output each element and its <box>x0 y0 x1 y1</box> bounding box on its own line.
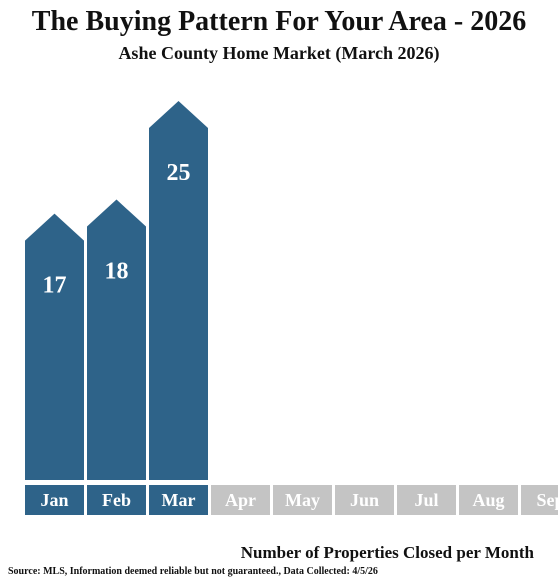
x-axis-label: Number of Properties Closed per Month <box>240 543 534 562</box>
bar-jan <box>25 213 84 480</box>
bar-chart: 17 Jan 18 Feb 25 Mar Apr May Jun Jul Aug Sep <box>25 101 558 515</box>
value-label-jan: 17 <box>43 273 67 299</box>
month-label-jun: Jun <box>350 490 379 510</box>
month-label-apr: Apr <box>225 490 256 510</box>
month-label-mar: Mar <box>162 490 196 510</box>
month-box-jul <box>397 485 456 515</box>
month-label-jan: Jan <box>40 490 68 510</box>
bar-feb <box>87 199 146 480</box>
bar-mar <box>149 101 208 480</box>
chart-subtitle: Ashe County Home Market (March 2026) <box>118 43 440 63</box>
month-box-may <box>273 485 332 515</box>
chart-title: The Buying Pattern For Your Area - 2026 <box>31 6 527 37</box>
value-label-mar: 25 <box>167 160 191 186</box>
month-box-mar <box>149 485 208 515</box>
month-box-jan <box>25 485 84 515</box>
month-label-aug: Aug <box>472 490 504 510</box>
month-box-apr <box>211 485 270 515</box>
month-label-sep: Sep <box>536 490 558 510</box>
month-box-feb <box>87 485 146 515</box>
month-box-aug <box>459 485 518 515</box>
month-box-jun <box>335 485 394 515</box>
value-label-feb: 18 <box>105 259 129 285</box>
month-box-sep <box>521 485 558 515</box>
month-label-feb: Feb <box>102 490 131 510</box>
month-label-may: May <box>285 490 320 510</box>
month-label-jul: Jul <box>414 490 438 510</box>
source-note: Source: MLS, Information deemed reliable… <box>8 566 378 577</box>
